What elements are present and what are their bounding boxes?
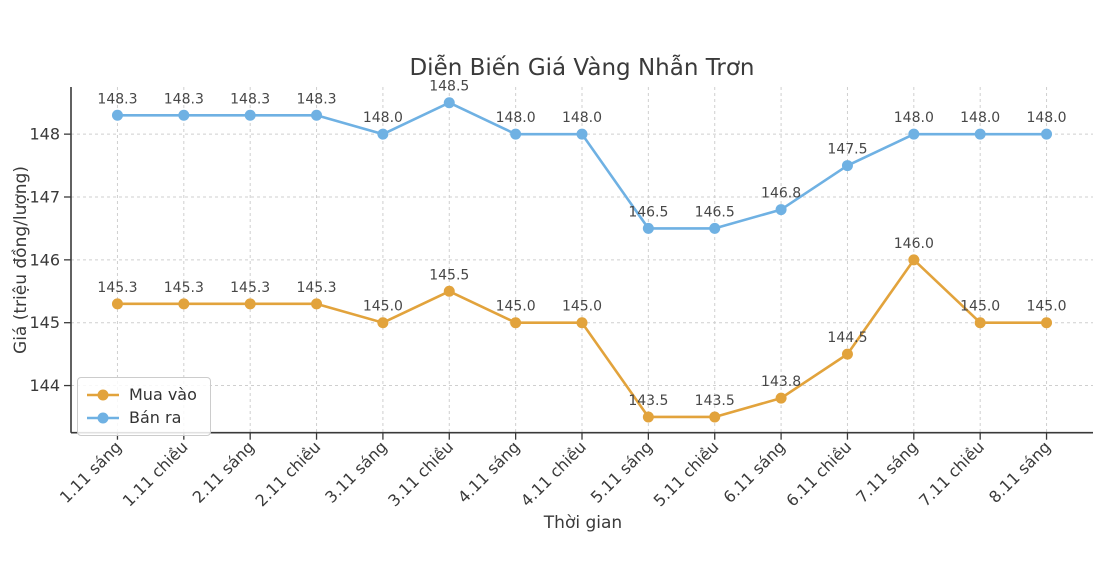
- data-point-marker: [775, 204, 787, 216]
- x-tick-label: 8.11 sáng: [985, 437, 1054, 506]
- y-tick-label: 148: [29, 125, 60, 144]
- data-point-label: 145.0: [562, 299, 602, 315]
- data-point-label: 147.5: [827, 142, 867, 158]
- data-point-label: 148.3: [230, 91, 270, 107]
- chart-title: Diễn Biến Giá Vàng Nhẫn Trơn: [409, 53, 754, 81]
- data-point-label: 148.0: [562, 110, 602, 126]
- x-tick-label: 1.11 sáng: [56, 437, 125, 506]
- x-tick-label: 6.11 chiều: [782, 437, 855, 510]
- x-tick-label: 4.11 sáng: [454, 437, 523, 506]
- data-point-label: 148.0: [363, 110, 403, 126]
- data-point-marker: [111, 109, 123, 121]
- data-point-marker: [311, 298, 323, 310]
- y-tick-label: 145: [29, 313, 60, 332]
- data-point-label: 148.3: [164, 91, 204, 107]
- x-axis-label: Thời gian: [543, 513, 622, 533]
- data-point-marker: [377, 317, 389, 329]
- data-point-label: 144.5: [827, 330, 867, 346]
- x-tick-label: 3.11 chiều: [384, 437, 457, 510]
- data-point-marker: [974, 317, 986, 329]
- data-point-marker: [576, 128, 588, 140]
- x-tick-label: 3.11 sáng: [321, 437, 390, 506]
- data-point-marker: [841, 160, 853, 172]
- data-point-label: 143.8: [761, 374, 801, 390]
- data-point-marker: [841, 348, 853, 360]
- data-point-marker: [311, 109, 323, 121]
- data-point-marker: [244, 109, 256, 121]
- data-point-label: 145.3: [164, 280, 204, 296]
- x-tick-label: 2.11 sáng: [189, 437, 258, 506]
- data-point-marker: [775, 392, 787, 404]
- data-point-marker: [178, 109, 190, 121]
- y-axis-label: Giá (triệu đồng/lượng): [10, 166, 31, 354]
- data-point-marker: [576, 317, 588, 329]
- legend-label-mua-vao: Mua vào: [129, 385, 197, 404]
- data-point-marker: [908, 128, 920, 140]
- data-point-label: 148.3: [97, 91, 137, 107]
- legend-item-ban-ra: Bán ra: [86, 408, 197, 428]
- data-point-marker: [974, 128, 986, 140]
- legend-item-mua-vao: Mua vào: [86, 385, 197, 405]
- data-point-label: 148.0: [960, 110, 1000, 126]
- data-point-label: 145.3: [296, 280, 336, 296]
- x-tick-label: 7.11 chiều: [915, 437, 988, 510]
- data-point-marker: [244, 298, 256, 310]
- data-point-label: 146.5: [695, 204, 735, 220]
- data-point-label: 145.5: [429, 267, 469, 283]
- x-tick-label: 7.11 sáng: [852, 437, 921, 506]
- data-point-label: 145.3: [230, 280, 270, 296]
- data-point-marker: [908, 254, 920, 266]
- data-point-label: 148.3: [296, 91, 336, 107]
- data-point-marker: [1041, 317, 1053, 329]
- data-point-marker: [377, 128, 389, 140]
- data-point-label: 146.0: [894, 236, 934, 252]
- data-point-label: 148.0: [894, 110, 934, 126]
- x-tick-label: 5.11 sáng: [587, 437, 656, 506]
- x-tick-label: 1.11 chiều: [119, 437, 192, 510]
- data-point-marker: [642, 222, 654, 234]
- x-tick-label: 5.11 chiều: [650, 437, 723, 510]
- data-point-marker: [178, 298, 190, 310]
- data-point-marker: [709, 222, 721, 234]
- data-point-marker: [1041, 128, 1053, 140]
- data-point-marker: [510, 317, 522, 329]
- data-point-marker: [443, 97, 455, 109]
- data-point-label: 143.5: [695, 393, 735, 409]
- data-point-label: 146.5: [628, 204, 668, 220]
- data-point-label: 145.0: [1026, 299, 1066, 315]
- data-point-label: 146.8: [761, 186, 801, 202]
- data-point-marker: [443, 285, 455, 297]
- legend-label-ban-ra: Bán ra: [129, 408, 182, 427]
- x-tick-label: 2.11 chiều: [251, 437, 324, 510]
- y-tick-label: 147: [29, 187, 60, 206]
- data-labels-layer: 145.3 145.3 145.3 145.3 145.0 145.5 145.0 145.0…: [97, 79, 1066, 409]
- series-layer: [111, 97, 1053, 423]
- data-point-marker: [642, 411, 654, 423]
- legend-line-marker-icon: [87, 412, 119, 424]
- data-point-marker: [111, 298, 123, 310]
- x-tick-label: 4.11 chiều: [517, 437, 590, 510]
- data-point-label: 143.5: [628, 393, 668, 409]
- legend-line-marker-icon: [87, 389, 119, 401]
- data-point-label: 145.0: [496, 299, 536, 315]
- data-point-label: 145.0: [960, 299, 1000, 315]
- data-point-label: 148.0: [1026, 110, 1066, 126]
- legend: Mua vào Bán ra: [77, 377, 211, 436]
- x-tick-label: 6.11 sáng: [720, 437, 789, 506]
- data-point-label: 148.0: [496, 110, 536, 126]
- data-point-label: 148.5: [429, 79, 469, 95]
- data-point-marker: [510, 128, 522, 140]
- y-tick-label: 144: [29, 376, 60, 395]
- data-point-label: 145.0: [363, 299, 403, 315]
- data-point-label: 145.3: [97, 280, 137, 296]
- data-point-marker: [709, 411, 721, 423]
- y-tick-label: 146: [29, 250, 60, 269]
